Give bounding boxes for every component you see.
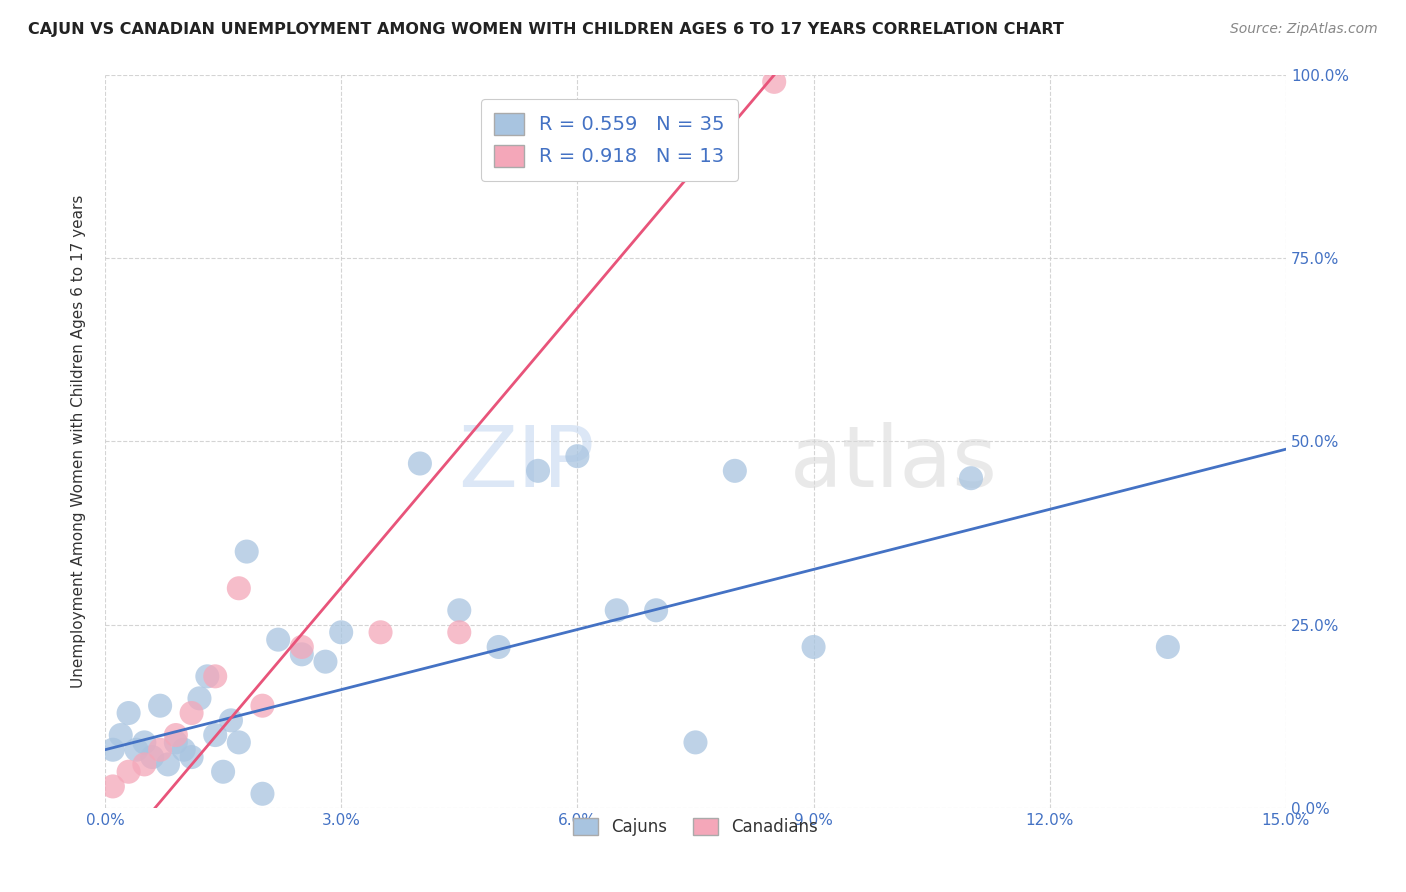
Text: atlas: atlas (790, 422, 998, 505)
Point (267, 632, 290, 647)
Point (110, 728, 132, 742)
Y-axis label: Unemployment Among Women with Children Ages 6 to 17 years: Unemployment Among Women with Children A… (72, 194, 86, 688)
Point (134, 757, 156, 772)
Point (180, 750, 202, 764)
Point (101, 743, 124, 757)
Point (156, 757, 179, 772)
Point (488, 640, 510, 654)
Point (527, 464, 550, 478)
Point (960, 471, 983, 485)
Point (173, 743, 195, 757)
Point (165, 728, 187, 742)
Point (314, 655, 336, 669)
Point (1157, 640, 1180, 654)
Point (567, 449, 589, 463)
Point (409, 457, 432, 471)
Point (228, 581, 250, 595)
Point (235, 544, 257, 558)
Point (252, 698, 274, 713)
Point (134, 735, 156, 749)
Point (330, 625, 353, 640)
Text: ZIP: ZIP (458, 422, 595, 505)
Text: Source: ZipAtlas.com: Source: ZipAtlas.com (1230, 22, 1378, 37)
Point (370, 625, 392, 640)
Point (204, 728, 226, 742)
Point (188, 691, 211, 706)
Point (219, 714, 242, 728)
Legend: Cajuns, Canadians: Cajuns, Canadians (565, 809, 825, 844)
Point (180, 706, 202, 720)
Point (449, 603, 471, 617)
Point (763, 75, 786, 89)
Point (165, 735, 187, 749)
Text: CAJUN VS CANADIAN UNEMPLOYMENT AMONG WOMEN WITH CHILDREN AGES 6 TO 17 YEARS CORR: CAJUN VS CANADIAN UNEMPLOYMENT AMONG WOM… (28, 22, 1064, 37)
Point (291, 640, 314, 654)
Point (212, 764, 235, 779)
Point (803, 640, 825, 654)
Point (204, 669, 226, 683)
Point (141, 750, 163, 764)
Point (125, 743, 148, 757)
Point (101, 780, 124, 794)
Point (228, 735, 250, 749)
Point (117, 706, 139, 720)
Point (195, 669, 218, 683)
Point (724, 464, 747, 478)
Point (117, 764, 139, 779)
Point (606, 603, 628, 617)
Point (291, 648, 314, 662)
Point (449, 625, 471, 640)
Point (149, 743, 172, 757)
Point (252, 787, 274, 801)
Point (149, 698, 172, 713)
Point (685, 735, 707, 749)
Point (645, 603, 668, 617)
